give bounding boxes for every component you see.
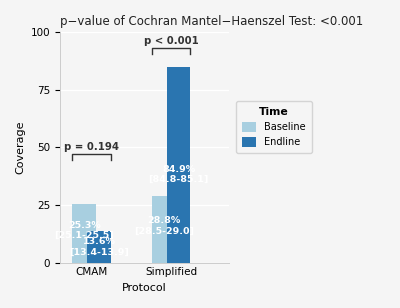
Y-axis label: Coverage: Coverage — [15, 120, 25, 174]
Text: 84.9%
[84.8-85.1]: 84.9% [84.8-85.1] — [148, 165, 209, 184]
Bar — [72, 204, 96, 263]
Bar — [152, 196, 176, 263]
Text: p < 0.001: p < 0.001 — [144, 36, 198, 46]
Text: p−value of Cochran Mantel−Haenszel Test: <0.001: p−value of Cochran Mantel−Haenszel Test:… — [60, 15, 363, 28]
Text: 13.6%
[13.4-13.9]: 13.6% [13.4-13.9] — [69, 237, 129, 257]
Legend: Baseline, Endline: Baseline, Endline — [236, 101, 312, 153]
Text: 25.3%
[25.1-25.5]: 25.3% [25.1-25.5] — [54, 221, 114, 240]
Text: 28.8%
[28.5-29.0]: 28.8% [28.5-29.0] — [134, 216, 194, 236]
Bar — [87, 231, 111, 263]
Text: p = 0.194: p = 0.194 — [64, 142, 119, 152]
Bar — [167, 67, 190, 263]
X-axis label: Protocol: Protocol — [122, 283, 167, 293]
